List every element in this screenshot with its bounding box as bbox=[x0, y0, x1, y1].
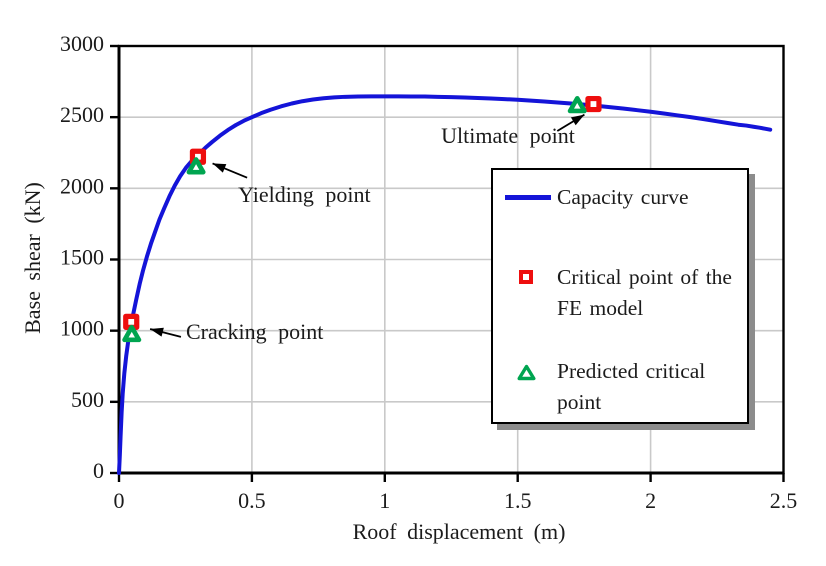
annotation-label: Ultimate point bbox=[441, 123, 575, 148]
predicted-critical-point-marker bbox=[122, 324, 142, 343]
y-tick-label: 2500 bbox=[60, 102, 104, 127]
legend-entry-predicted-critical-point: Predicted critical point bbox=[493, 356, 747, 418]
legend-swatch-cell bbox=[493, 262, 557, 284]
legend-box: Capacity curve Critical point of the FE … bbox=[491, 168, 749, 424]
annotation-arrowhead bbox=[150, 327, 164, 337]
y-tick-label: 2000 bbox=[60, 173, 104, 198]
fe-critical-point-square-swatch bbox=[519, 270, 533, 284]
y-tick-label: 1000 bbox=[60, 316, 104, 341]
predicted-critical-point-marker bbox=[567, 95, 587, 114]
y-tick-label: 500 bbox=[71, 387, 104, 412]
x-tick-label: 2.5 bbox=[770, 488, 798, 513]
y-axis-title: Base shear (kN) bbox=[20, 182, 45, 334]
y-tick-label: 1500 bbox=[60, 245, 104, 270]
legend-entry-fe-critical-point: Critical point of the FE model bbox=[493, 262, 747, 324]
predicted-critical-point-triangle-swatch bbox=[517, 364, 536, 381]
legend-label-fe-critical-point: Critical point of the FE model bbox=[557, 265, 732, 320]
x-tick-label: 1 bbox=[379, 488, 390, 513]
annotation-label: Yielding point bbox=[238, 182, 371, 207]
legend-swatch-cell bbox=[493, 356, 557, 381]
x-tick-label: 0.5 bbox=[238, 488, 266, 513]
capacity-curve-line bbox=[117, 94, 773, 475]
x-axis-title: Roof displacement (m) bbox=[352, 519, 566, 544]
legend-label-capacity-curve: Capacity curve bbox=[557, 185, 689, 209]
legend-swatch-cell bbox=[493, 182, 557, 200]
legend-label-predicted-critical-point: Predicted critical point bbox=[557, 359, 706, 414]
x-tick-label: 2 bbox=[645, 488, 656, 513]
fe-critical-point-marker bbox=[585, 95, 602, 113]
legend-entry-capacity-curve: Capacity curve bbox=[493, 182, 747, 213]
annotation-arrowhead bbox=[570, 114, 585, 126]
y-tick-label: 0 bbox=[93, 458, 104, 483]
x-tick-label: 1.5 bbox=[504, 488, 532, 513]
x-tick-label: 0 bbox=[114, 488, 125, 513]
annotation-arrowhead bbox=[212, 163, 227, 173]
predicted-critical-point-marker bbox=[186, 157, 206, 175]
capacity-curve-line-swatch bbox=[505, 195, 551, 200]
y-tick-label: 3000 bbox=[60, 31, 104, 56]
annotation-label: Cracking point bbox=[186, 319, 323, 344]
